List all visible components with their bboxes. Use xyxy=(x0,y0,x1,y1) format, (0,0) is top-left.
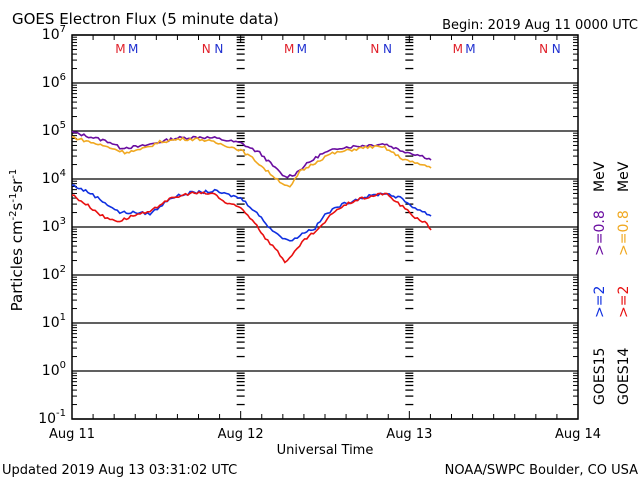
y-tick-exponent: 6 xyxy=(60,72,66,83)
y-tick-exponent: 7 xyxy=(60,24,66,35)
y-tick-exponent: 1 xyxy=(60,312,66,323)
legend-e08-label: >=0.8 xyxy=(592,210,608,256)
marker-n: N xyxy=(539,42,548,56)
marker-n: N xyxy=(214,42,223,56)
y-tick-label: 101 xyxy=(42,312,66,331)
marker-n: N xyxy=(202,42,211,56)
x-tick-label: Aug 14 xyxy=(555,427,601,442)
legend-unit: MeV xyxy=(592,161,608,192)
axis-ticks xyxy=(71,35,579,419)
y-tick-base: 10 xyxy=(42,363,60,379)
series-line-goes14-0-8-mev xyxy=(71,135,432,188)
footer-updated: Updated 2019 Aug 13 03:31:02 UTC xyxy=(2,463,237,478)
y-tick-label: 104 xyxy=(42,168,66,187)
x-tick-label: Aug 11 xyxy=(49,427,95,442)
y-tick-base: 10 xyxy=(38,411,56,427)
x-tick-label: Aug 13 xyxy=(386,427,432,442)
legend-e2-label: >=2 xyxy=(592,286,608,318)
y-tick-label: 103 xyxy=(42,216,66,235)
y-tick-base: 10 xyxy=(42,315,60,331)
marker-m: M xyxy=(465,42,475,56)
y-tick-exponent: 0 xyxy=(60,360,66,371)
y-tick-base: 10 xyxy=(42,267,60,283)
y-tick-exponent: 3 xyxy=(60,216,66,227)
x-axis-title: Universal Time xyxy=(277,443,374,458)
legend-satellite: GOES15 xyxy=(592,348,608,405)
marker-n: N xyxy=(552,42,561,56)
legend-e08-label: >=0.8 xyxy=(616,210,632,256)
y-tick-label: 10-1 xyxy=(38,408,66,427)
y-tick-base: 10 xyxy=(42,75,60,91)
begin-label: Begin: 2019 Aug 11 0000 UTC xyxy=(442,18,638,33)
y-axis-title-exp2: -1 xyxy=(8,193,19,203)
series-line-goes14-2-mev xyxy=(71,191,432,264)
marker-m: M xyxy=(115,42,125,56)
y-tick-label: 105 xyxy=(42,120,66,139)
y-axis-title: Particles cm-2s-1sr-1 xyxy=(8,169,26,312)
marker-m: M xyxy=(453,42,463,56)
x-tick-label: Aug 12 xyxy=(218,427,264,442)
y-tick-label: 102 xyxy=(42,264,66,283)
legend-e2-label: >=2 xyxy=(616,286,632,318)
series-line-goes15-0-8-mev xyxy=(71,130,432,179)
legend-satellite: GOES14 xyxy=(616,347,632,405)
y-axis-title-exp3: -1 xyxy=(8,169,19,179)
y-tick-label: 100 xyxy=(42,360,66,379)
marker-m: M xyxy=(284,42,294,56)
y-axis-title-s: s xyxy=(8,202,26,210)
footer-source: NOAA/SWPC Boulder, CO USA xyxy=(445,463,638,478)
y-tick-base: 10 xyxy=(42,123,60,139)
y-tick-label: 106 xyxy=(42,72,66,91)
y-axis-title-exp1: -2 xyxy=(8,210,19,220)
y-tick-exponent: 4 xyxy=(60,168,66,179)
y-tick-base: 10 xyxy=(42,27,60,43)
legend: GOES15 >=2 >=0.8 MeV GOES14 >=2 >=0.8 MeV xyxy=(592,161,632,405)
series-lines xyxy=(71,130,432,264)
chart-title: GOES Electron Flux (5 minute data) xyxy=(12,10,279,28)
marker-m: M xyxy=(297,42,307,56)
y-tick-base: 10 xyxy=(42,171,60,187)
y-tick-base: 10 xyxy=(42,219,60,235)
grid xyxy=(71,34,579,420)
y-tick-exponent: 5 xyxy=(60,120,66,131)
y-axis-title-sr: sr xyxy=(8,178,26,193)
marker-n: N xyxy=(370,42,379,56)
y-axis-title-base: Particles cm xyxy=(8,220,26,311)
marker-m: M xyxy=(128,42,138,56)
y-tick-label: 107 xyxy=(42,24,66,43)
y-tick-exponent: -1 xyxy=(56,408,66,419)
legend-unit: MeV xyxy=(616,161,632,192)
marker-n: N xyxy=(383,42,392,56)
series-line-goes15-2-mev xyxy=(71,184,432,242)
y-tick-exponent: 2 xyxy=(60,264,66,275)
